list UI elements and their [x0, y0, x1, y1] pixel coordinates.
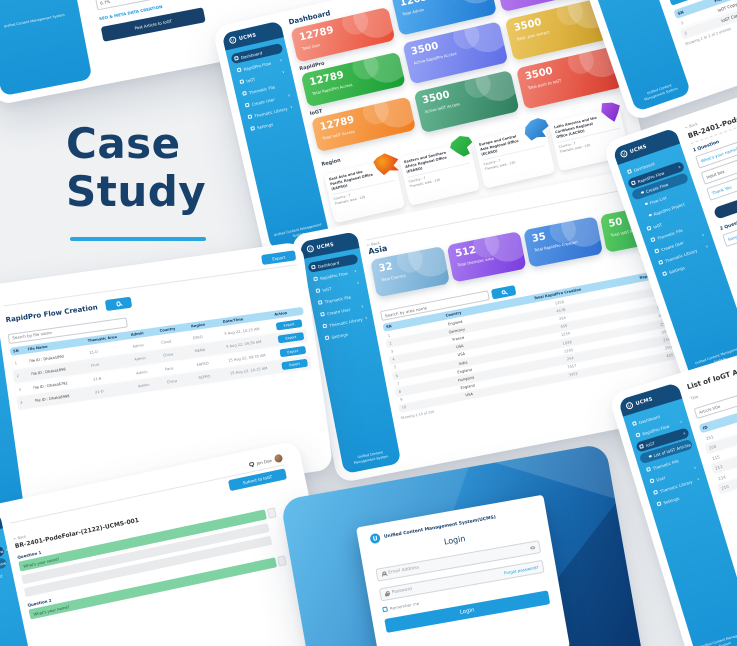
- chevron-down-icon: ∨: [279, 58, 283, 63]
- region-card-ecaro: Europe and Central Asia Regional Office …: [473, 124, 556, 189]
- library-icon: [247, 114, 253, 120]
- drag-handle[interactable]: [266, 507, 277, 519]
- flow-icon: [630, 180, 636, 186]
- ucms-logo-icon: U: [228, 35, 237, 45]
- person-icon: [381, 572, 386, 577]
- row-export-button[interactable]: Export: [281, 358, 309, 371]
- home-icon: [234, 55, 239, 61]
- sidebar-nav: Dashboard RapidPro Flow ∨ IoGT ∨ Thematic …: [225, 37, 304, 140]
- row-export-button[interactable]: Export: [275, 318, 303, 331]
- user-icon: [654, 248, 660, 254]
- search-icon: [115, 301, 121, 307]
- export-button[interactable]: Export: [261, 250, 297, 265]
- ucms-logo-icon: U: [625, 401, 634, 411]
- ucms-logo-icon: U: [306, 244, 315, 253]
- sidebar-tagline: Unified Content Management System: [353, 450, 389, 465]
- file-icon: [646, 466, 652, 472]
- user-icon: [244, 102, 250, 108]
- library-icon: [658, 259, 664, 265]
- globe-icon: [239, 79, 245, 85]
- search-button[interactable]: [104, 296, 133, 312]
- row-export-button[interactable]: Export: [277, 331, 305, 344]
- region-card-eapro: East Asia and the Pacific Regional Offic…: [323, 158, 406, 224]
- file-list-content: Apply SN File Name 1 IoGT CopyData 2 IoG…: [665, 0, 737, 46]
- chevron-down-icon: ∨: [281, 69, 286, 75]
- flow-creation-heading: RapidPro Flow Creation: [5, 302, 99, 324]
- bullet-icon: [644, 202, 648, 206]
- chevron-down-icon: ∨: [289, 104, 294, 110]
- globe-icon: [639, 443, 645, 449]
- chevron-down-icon: ∨: [360, 304, 365, 309]
- chevron-up-icon: ∧: [677, 164, 682, 170]
- ucms-logo-icon: U: [369, 532, 381, 545]
- remember-label: Remember me: [389, 600, 420, 611]
- bullet-icon: [648, 213, 652, 217]
- home-icon: [311, 264, 316, 270]
- flow-icon: [236, 67, 242, 73]
- home-icon: [626, 169, 633, 175]
- chevron-up-icon: ∧: [5, 547, 9, 553]
- file-table: SN File Name 1 IoGT CopyData 2 IoGT Copy…: [673, 0, 737, 46]
- chevron-down-icon: ∨: [678, 419, 683, 425]
- file-icon: [242, 90, 247, 96]
- avatar[interactable]: [273, 453, 284, 464]
- library-icon: [322, 323, 328, 329]
- lock-icon: [385, 591, 390, 596]
- title-underline: [70, 236, 206, 241]
- ucms-logo-icon: U: [619, 149, 629, 159]
- user-icon: [320, 311, 325, 317]
- chevron-down-icon: ∨: [701, 232, 705, 238]
- gear-icon: [662, 271, 668, 277]
- search-icon: [501, 289, 507, 295]
- sidebar-tagline: Unified Content Management System: [643, 83, 679, 102]
- chevron-down-icon: ∨: [696, 476, 701, 482]
- sidebar-tagline: Unified Content Management System: [3, 12, 66, 29]
- chevron-down-icon: ∨: [704, 244, 709, 249]
- bell-icon[interactable]: [248, 461, 255, 467]
- sidebar-item-flow-list[interactable]: Flow List: [0, 572, 3, 582]
- flow-table: SN File Name Thematic Area Admin Country…: [9, 306, 312, 410]
- stat-card-rapidpro-access: 12789 Total RapidPro Access: [300, 51, 406, 108]
- chevron-down-icon: ∨: [364, 315, 368, 321]
- bullet-icon: [648, 454, 652, 458]
- library-icon: [653, 489, 659, 495]
- flow-creation-content: Export RapidPro Flow Creation SN File Na…: [2, 250, 312, 410]
- sidebar: Unified Content Management System: [0, 0, 93, 97]
- chevron-down-icon: ∨: [692, 465, 697, 471]
- file-icon: [317, 300, 323, 305]
- region-card-esaro: Eastern and Southern Africa Regional Off…: [398, 141, 481, 206]
- remember-checkbox[interactable]: [382, 606, 388, 613]
- chevron-down-icon: ∨: [287, 93, 291, 98]
- row-export-button[interactable]: Export: [279, 345, 307, 357]
- file-icon: [650, 237, 656, 243]
- user-name: Jon Doe: [256, 457, 273, 466]
- eye-icon[interactable]: [529, 545, 536, 550]
- forgot-password-link[interactable]: Forgot password?: [503, 564, 540, 576]
- pagination-summary: Showing 1-10 of 250: [400, 410, 435, 421]
- hero-title-block: Case Study: [66, 119, 207, 241]
- flow-icon: [313, 276, 319, 282]
- chevron-up-icon: ∧: [682, 431, 687, 436]
- globe-icon: [646, 225, 652, 231]
- screenshot-login: U Unified Content Management System(UCMS…: [280, 443, 646, 646]
- drag-handle[interactable]: [276, 555, 287, 567]
- gear-icon: [324, 335, 330, 341]
- user-icon: [649, 478, 655, 484]
- chevron-down-icon: ∨: [353, 268, 358, 274]
- gear-icon: [250, 126, 256, 131]
- chevron-down-icon: ∨: [356, 280, 360, 286]
- gear-icon: [656, 501, 662, 507]
- page-title: Case Study: [66, 119, 207, 217]
- login-button[interactable]: Login: [384, 590, 551, 633]
- bullet-icon: [640, 190, 644, 195]
- sidebar-tagline: Unified Content Management System: [699, 630, 737, 646]
- globe-icon: [315, 288, 321, 294]
- search-button[interactable]: [490, 285, 517, 300]
- home-icon: [631, 421, 637, 426]
- flow-icon: [635, 432, 641, 438]
